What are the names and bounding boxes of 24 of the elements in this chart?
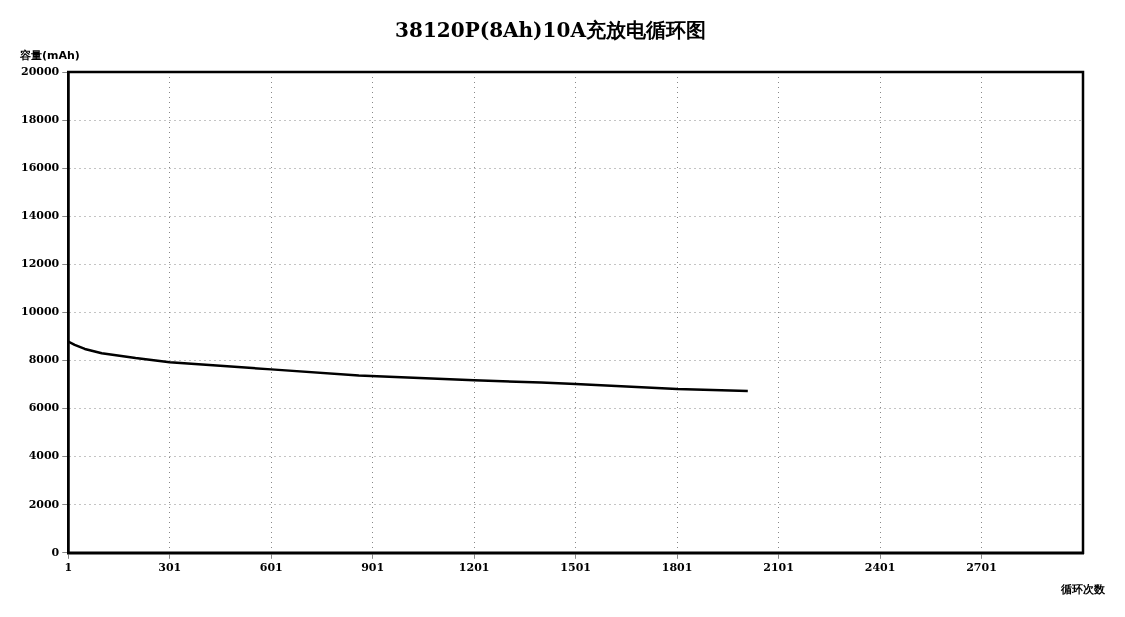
- x-tick-label: 301: [158, 561, 182, 575]
- y-tick-label: 8000: [28, 353, 60, 367]
- y-tick-label: 20000: [20, 64, 60, 78]
- x-tick-label: 1801: [661, 561, 693, 575]
- y-tick-label: 2000: [28, 497, 60, 511]
- x-tick-label: 601: [259, 561, 283, 575]
- y-tick-label: 6000: [28, 401, 60, 415]
- y-tick-label: 18000: [20, 112, 60, 126]
- y-axis-title: 容量(mAh): [19, 49, 80, 63]
- y-tick-label: 0: [51, 545, 60, 559]
- x-tick-label: 2701: [966, 561, 997, 575]
- y-tick-label: 12000: [20, 257, 60, 271]
- x-tick-label: 2101: [763, 561, 794, 575]
- x-tick-label: 1201: [458, 561, 490, 575]
- x-tick-label: 2401: [864, 561, 896, 575]
- y-tick-label: 14000: [20, 209, 60, 223]
- y-tick-label: 10000: [20, 305, 60, 319]
- y-tick-label: 16000: [20, 161, 60, 175]
- x-tick-label: 1501: [560, 561, 591, 575]
- x-axis-title: 循环次数: [1060, 583, 1106, 597]
- x-tick-label: 1: [64, 561, 73, 575]
- chart-title: 38120P(8Ah)10A充放电循环图: [395, 18, 706, 43]
- x-tick-label: 901: [361, 561, 385, 575]
- y-tick-label: 4000: [28, 449, 60, 463]
